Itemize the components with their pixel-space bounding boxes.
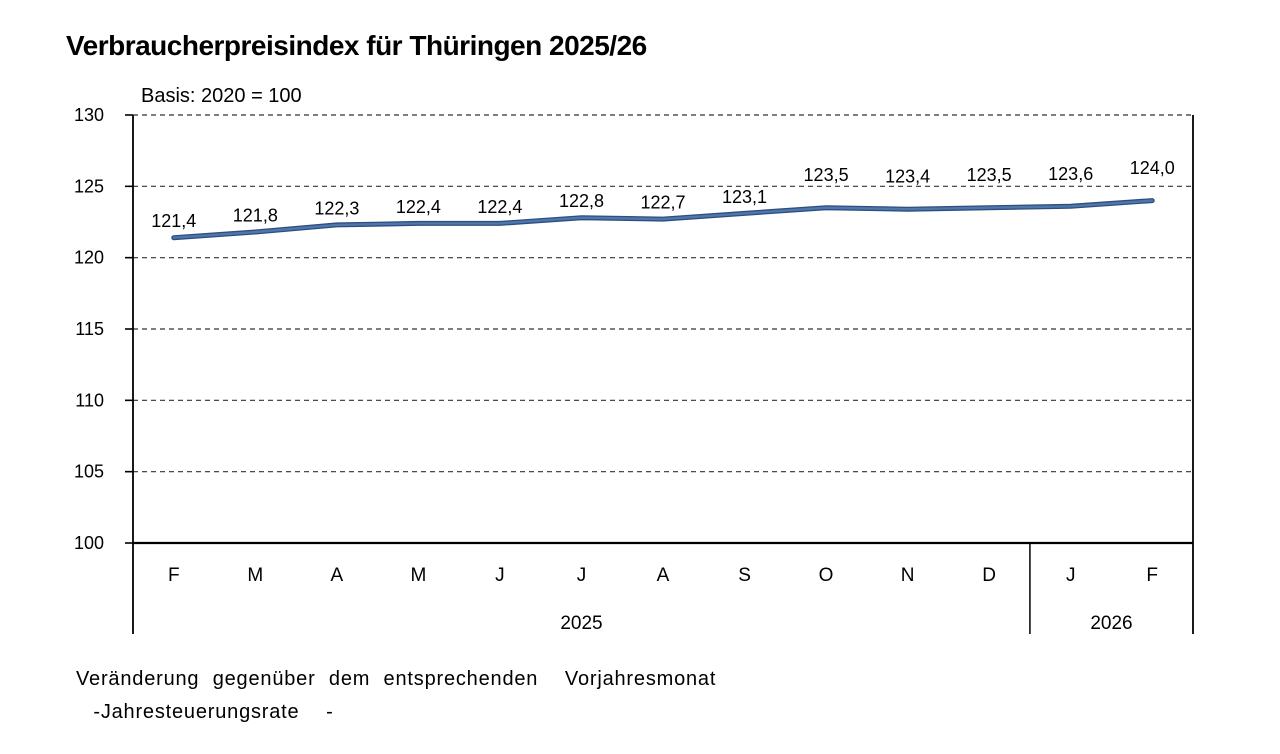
- month-label-9: O: [819, 565, 834, 586]
- data-point-label-13: 124,0: [1130, 158, 1175, 178]
- month-label-13: F: [1146, 565, 1158, 586]
- y-axis-label-115: 115: [75, 319, 104, 339]
- month-label-12: J: [1066, 565, 1076, 586]
- month-label-6: J: [577, 565, 587, 586]
- data-point-label-12: 123,6: [1048, 164, 1093, 184]
- data-point-label-2: 121,8: [233, 205, 278, 225]
- data-point-label-7: 122,7: [640, 193, 685, 213]
- data-point-label-5: 122,4: [477, 197, 522, 217]
- data-point-label-10: 123,4: [885, 167, 930, 187]
- footnote-line2: -Jahresteuerungsrate -: [80, 701, 334, 723]
- y-axis-label-100: 100: [74, 533, 104, 553]
- data-point-label-4: 122,4: [396, 197, 441, 217]
- data-point-label-3: 122,3: [314, 198, 359, 218]
- data-point-label-1: 121,4: [151, 211, 196, 231]
- year-label-2026: 2026: [1090, 613, 1132, 634]
- data-point-label-11: 123,5: [967, 165, 1012, 185]
- chart-title: Verbraucherpreisindex für Thüringen 2025…: [66, 30, 647, 61]
- y-axis-label-120: 120: [74, 248, 104, 268]
- year-label-2025: 2025: [560, 613, 602, 634]
- month-label-1: F: [168, 565, 180, 586]
- month-label-10: N: [901, 565, 915, 586]
- y-axis-label-110: 110: [75, 390, 104, 410]
- month-label-11: D: [982, 565, 996, 586]
- data-point-label-6: 122,8: [559, 191, 604, 211]
- month-label-8: S: [738, 565, 751, 586]
- month-label-7: A: [657, 565, 670, 586]
- footnote-line1: Veränderung gegenüber dem entsprechenden…: [76, 668, 717, 690]
- data-point-label-8: 123,1: [722, 187, 767, 207]
- month-label-3: A: [331, 565, 344, 586]
- chart-subtitle: Basis: 2020 = 100: [141, 85, 302, 107]
- data-point-label-9: 123,5: [804, 165, 849, 185]
- month-label-2: M: [247, 565, 263, 586]
- month-label-4: M: [410, 565, 426, 586]
- y-axis-label-130: 130: [74, 105, 104, 125]
- month-label-5: J: [495, 565, 505, 586]
- y-axis-label-105: 105: [74, 462, 104, 482]
- price-line-highlight: [172, 199, 1154, 239]
- y-axis-label-125: 125: [74, 176, 104, 196]
